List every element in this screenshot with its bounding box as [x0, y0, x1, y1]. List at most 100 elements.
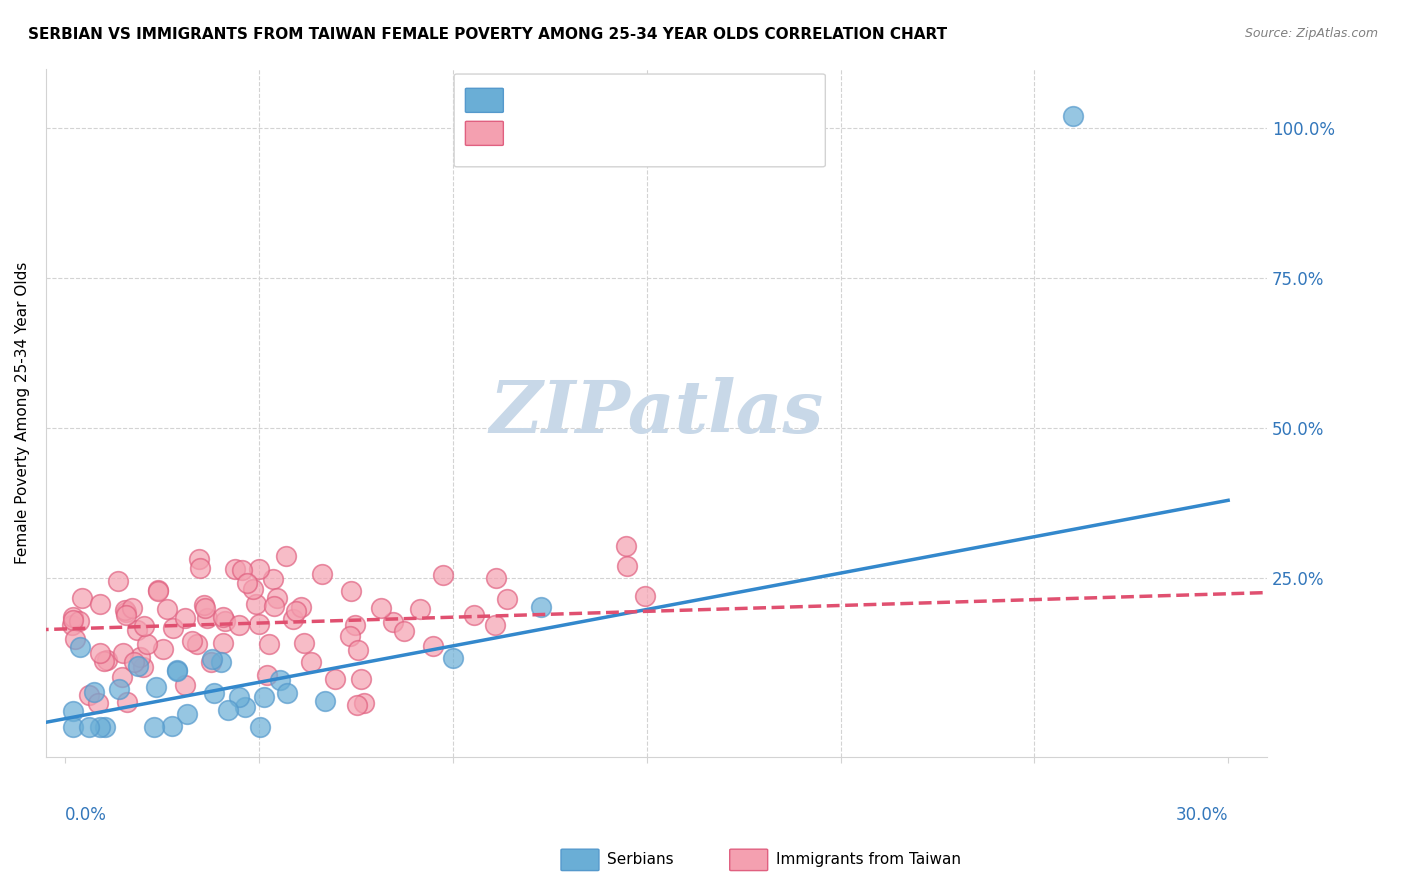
Point — [115, 695, 138, 709]
Point — [115, 606, 138, 620]
Point — [1062, 110, 1084, 124]
Point — [370, 600, 392, 615]
Text: Immigrants from Taiwan: Immigrants from Taiwan — [776, 853, 962, 867]
Point — [616, 558, 638, 573]
Point — [62, 610, 84, 624]
Point — [62, 613, 84, 627]
Point — [200, 655, 222, 669]
Point — [173, 611, 195, 625]
Point — [409, 602, 432, 616]
Point — [166, 663, 188, 677]
Point — [62, 704, 84, 718]
Point — [63, 632, 86, 646]
Point — [187, 552, 209, 566]
Point — [283, 612, 305, 626]
Point — [323, 672, 346, 686]
Point — [274, 549, 297, 563]
Point — [132, 660, 155, 674]
Point — [174, 678, 197, 692]
Point — [89, 647, 111, 661]
Point — [432, 568, 454, 582]
Text: 0.0%: 0.0% — [65, 805, 107, 823]
Point — [93, 654, 115, 668]
Point — [69, 640, 91, 655]
Text: SERBIAN VS IMMIGRANTS FROM TAIWAN FEMALE POVERTY AMONG 25-34 YEAR OLDS CORRELATI: SERBIAN VS IMMIGRANTS FROM TAIWAN FEMALE… — [28, 27, 948, 42]
Point — [284, 604, 307, 618]
Point — [142, 721, 165, 735]
Point — [94, 721, 117, 735]
Point — [228, 617, 250, 632]
Point — [263, 599, 285, 614]
Text: ZIPatlas: ZIPatlas — [489, 377, 824, 449]
Point — [115, 608, 138, 623]
Point — [256, 668, 278, 682]
Text: R = 0.690   N = 29: R = 0.690 N = 29 — [510, 91, 668, 109]
Point — [62, 721, 84, 735]
Point — [166, 664, 188, 678]
Point — [72, 591, 94, 606]
Point — [127, 623, 149, 637]
Point — [235, 575, 257, 590]
Point — [108, 681, 131, 696]
Point — [87, 696, 110, 710]
Point — [121, 601, 143, 615]
Y-axis label: Female Poverty Among 25-34 Year Olds: Female Poverty Among 25-34 Year Olds — [15, 261, 30, 564]
Point — [136, 637, 159, 651]
Point — [392, 624, 415, 638]
Point — [162, 621, 184, 635]
Point — [67, 614, 90, 628]
Point — [77, 721, 100, 735]
Point — [176, 707, 198, 722]
Point — [290, 600, 312, 615]
Point — [266, 591, 288, 606]
Point — [299, 655, 322, 669]
Point — [89, 597, 111, 611]
Point — [146, 583, 169, 598]
Point — [146, 582, 169, 597]
Point — [353, 696, 375, 710]
Point — [217, 703, 239, 717]
Point — [346, 698, 368, 712]
Point — [253, 690, 276, 705]
Point — [83, 685, 105, 699]
Point — [340, 584, 363, 599]
Point — [62, 618, 84, 632]
Text: Source: ZipAtlas.com: Source: ZipAtlas.com — [1244, 27, 1378, 40]
Point — [339, 629, 361, 643]
Point — [228, 690, 250, 704]
Point — [204, 686, 226, 700]
Point — [127, 659, 149, 673]
Point — [614, 539, 637, 553]
Point — [484, 618, 506, 632]
Point — [156, 601, 179, 615]
Point — [162, 719, 184, 733]
Point — [245, 597, 267, 611]
Point — [111, 670, 134, 684]
Point — [231, 563, 253, 577]
Point — [209, 655, 232, 669]
Point — [79, 688, 101, 702]
Point — [224, 562, 246, 576]
Point — [193, 598, 215, 612]
Point — [530, 600, 553, 615]
Point — [128, 649, 150, 664]
Point — [181, 634, 204, 648]
Point — [145, 681, 167, 695]
Point — [132, 618, 155, 632]
Point — [485, 571, 508, 585]
Point — [96, 653, 118, 667]
Point — [441, 651, 464, 665]
Point — [634, 590, 657, 604]
Point — [188, 560, 211, 574]
Point — [152, 642, 174, 657]
Text: 30.0%: 30.0% — [1175, 805, 1227, 823]
Point — [314, 694, 336, 708]
Text: R =  0.110   N = 85: R = 0.110 N = 85 — [510, 124, 672, 142]
Point — [269, 673, 291, 687]
Point — [262, 572, 284, 586]
Point — [195, 611, 218, 625]
Point — [311, 566, 333, 581]
Point — [124, 655, 146, 669]
Point — [343, 617, 366, 632]
Point — [247, 617, 270, 632]
